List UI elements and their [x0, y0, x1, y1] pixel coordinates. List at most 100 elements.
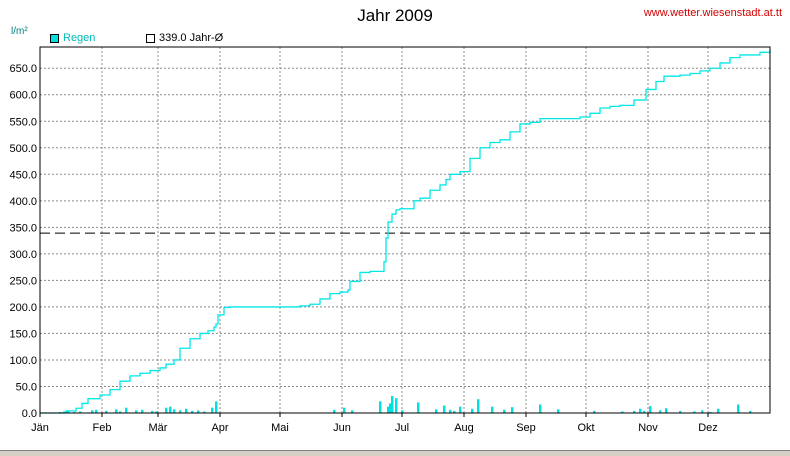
daily-rain-bar [417, 402, 420, 413]
daily-rain-bar [91, 410, 94, 413]
daily-rain-bar [659, 410, 662, 413]
legend-regen-label: Regen [63, 32, 96, 44]
daily-rain-bar [141, 409, 144, 413]
daily-rain-bar [179, 410, 182, 413]
y-tick-label: 50.0 [16, 381, 37, 393]
daily-rain-bar [491, 406, 494, 413]
daily-rain-bar [125, 407, 128, 413]
daily-rain-bar [351, 410, 354, 413]
daily-rain-bar [79, 411, 82, 413]
y-tick-label: 300.0 [9, 249, 37, 261]
daily-rain-bar [119, 411, 122, 413]
daily-rain-bar [395, 398, 398, 413]
plot-area [40, 47, 770, 413]
daily-rain-bar [471, 408, 474, 413]
daily-rain-bar [185, 408, 188, 413]
y-tick-label: 400.0 [9, 196, 37, 208]
x-tick-label: Sep [516, 422, 536, 434]
daily-rain-bar [379, 401, 382, 413]
chart-title: Jahr 2009 [357, 6, 433, 25]
daily-rain-bar [165, 407, 168, 413]
daily-rain-bar [115, 409, 118, 413]
daily-rain-bar [503, 409, 506, 413]
cumulative-rain-line [40, 49, 771, 414]
x-tick-label: Jun [333, 422, 351, 434]
daily-rain-bar [435, 409, 438, 413]
daily-rain-bar [539, 404, 542, 413]
daily-rain-bar [173, 409, 176, 413]
plot-frame [39, 46, 771, 414]
daily-rain-bar [679, 410, 682, 413]
daily-rain-bar [391, 396, 394, 413]
daily-rain-bar [453, 410, 456, 413]
daily-rain-bar [197, 410, 200, 413]
daily-rain-bar [389, 403, 392, 413]
site-url[interactable]: www.wetter.wiesenstadt.at.tt [643, 7, 782, 19]
daily-rain-bar [105, 410, 108, 413]
daily-rain-bar [621, 411, 624, 413]
daily-rain-bar [73, 411, 76, 413]
daily-rain-bar [557, 409, 560, 413]
daily-rain-bar [449, 409, 452, 413]
daily-rain-bar [633, 410, 636, 413]
daily-rain-bar [401, 410, 404, 413]
y-tick-label: 0.0 [22, 408, 37, 420]
legend-regen-swatch [50, 33, 59, 43]
daily-rain-bar [215, 401, 218, 413]
x-tick-label: Okt [577, 422, 594, 434]
daily-rain-bar [387, 406, 390, 413]
daily-rain-bar [477, 399, 480, 413]
daily-rain-bar [737, 404, 740, 413]
y-tick-label: 100.0 [9, 355, 37, 367]
x-tick-label: Aug [454, 422, 474, 434]
y-tick-label: 250.0 [9, 275, 37, 287]
legend-average-swatch [146, 33, 155, 43]
x-tick-label: Mär [149, 422, 168, 434]
y-tick-label: 450.0 [9, 169, 37, 181]
daily-rain-bar [169, 406, 172, 413]
daily-rain-bar [511, 407, 514, 413]
daily-rain-bar [649, 406, 652, 413]
y-tick-label: 200.0 [9, 302, 37, 314]
daily-rain-bar [135, 410, 138, 413]
daily-rain-bar [643, 410, 646, 413]
y-tick-label: 500.0 [9, 143, 37, 155]
daily-rain-bar [203, 411, 206, 413]
y-tick-label: 350.0 [9, 222, 37, 234]
x-tick-label: Apr [211, 422, 228, 434]
y-axis-unit: l/m² [11, 26, 28, 37]
daily-rain-bar [151, 410, 154, 413]
x-tick-label: Jän [31, 422, 49, 434]
daily-rain-bar [67, 410, 70, 413]
legend-regen: Regen [50, 32, 95, 44]
x-tick-label: Feb [93, 422, 112, 434]
legend-average: 339.0 Jahr-Ø [146, 32, 223, 44]
daily-rain-bar [459, 406, 462, 413]
daily-rain-bar [191, 410, 194, 413]
daily-rain-bar [211, 407, 214, 413]
x-tick-label: Dez [698, 422, 718, 434]
y-tick-label: 600.0 [9, 90, 37, 102]
daily-rain-bar [665, 408, 668, 413]
legend-average-label: 339.0 Jahr-Ø [159, 32, 224, 44]
x-tick-label: Mai [271, 422, 289, 434]
x-tick-label: Nov [638, 422, 658, 434]
daily-rain-bar [63, 411, 66, 413]
status-bar [0, 450, 790, 456]
daily-rain-bar [95, 409, 98, 413]
daily-rain-bar [693, 411, 696, 413]
daily-rain-bar [717, 408, 720, 413]
daily-rain-bar [343, 407, 346, 413]
daily-rain-bar [333, 409, 336, 413]
y-tick-label: 150.0 [9, 328, 37, 340]
daily-rain-bar [155, 411, 158, 413]
daily-rain-bar [749, 410, 752, 413]
daily-rain-bar [709, 411, 712, 413]
daily-rain-bar [593, 410, 596, 413]
daily-rain-bar [443, 405, 446, 413]
daily-rain-bar [701, 410, 704, 413]
x-tick-label: Jul [395, 422, 409, 434]
daily-rain-bar [639, 408, 642, 413]
y-tick-label: 650.0 [9, 63, 37, 75]
